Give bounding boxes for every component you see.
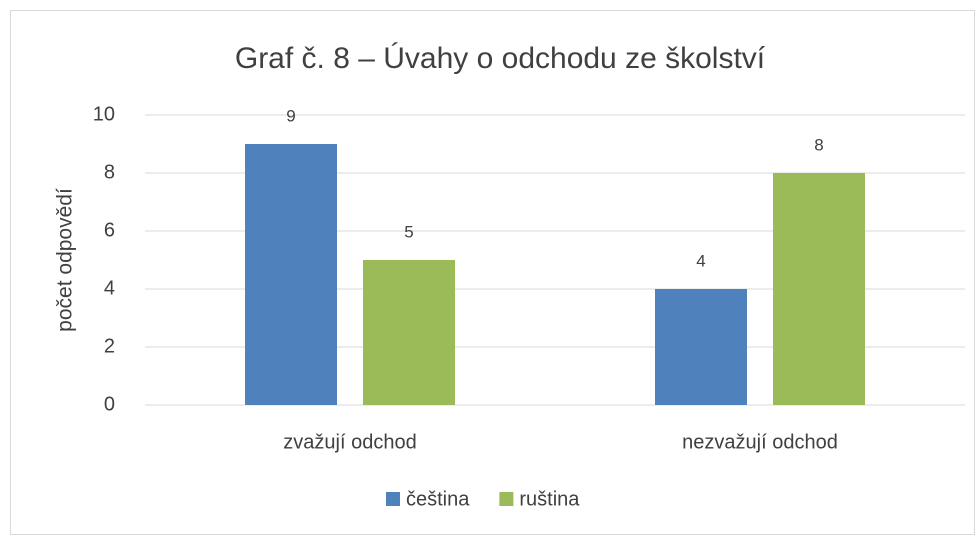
data-label: 4 — [696, 251, 705, 270]
x-tick-label: zvažují odchod — [283, 431, 416, 453]
y-axis-title: počet odpovědí — [54, 188, 77, 332]
legend-label: čeština — [406, 488, 470, 510]
data-label: 8 — [814, 135, 823, 154]
data-label: 5 — [404, 222, 413, 241]
x-tick-label: nezvažují odchod — [682, 431, 838, 453]
y-tick-label: 10 — [93, 103, 115, 125]
y-tick-label: 6 — [104, 219, 115, 241]
chart-title: Graf č. 8 – Úvahy o odchodu ze školství — [235, 42, 766, 75]
bar — [363, 260, 455, 405]
data-label: 9 — [286, 106, 295, 125]
y-tick-label: 2 — [104, 335, 115, 357]
legend-swatch — [499, 492, 514, 506]
bar — [773, 173, 865, 405]
bar — [245, 144, 337, 405]
bar — [655, 289, 747, 405]
y-tick-label: 0 — [104, 393, 115, 415]
y-tick-label: 4 — [104, 277, 115, 299]
legend-label: ruština — [519, 488, 580, 510]
y-tick-label: 8 — [104, 161, 115, 183]
legend-swatch — [386, 492, 400, 506]
